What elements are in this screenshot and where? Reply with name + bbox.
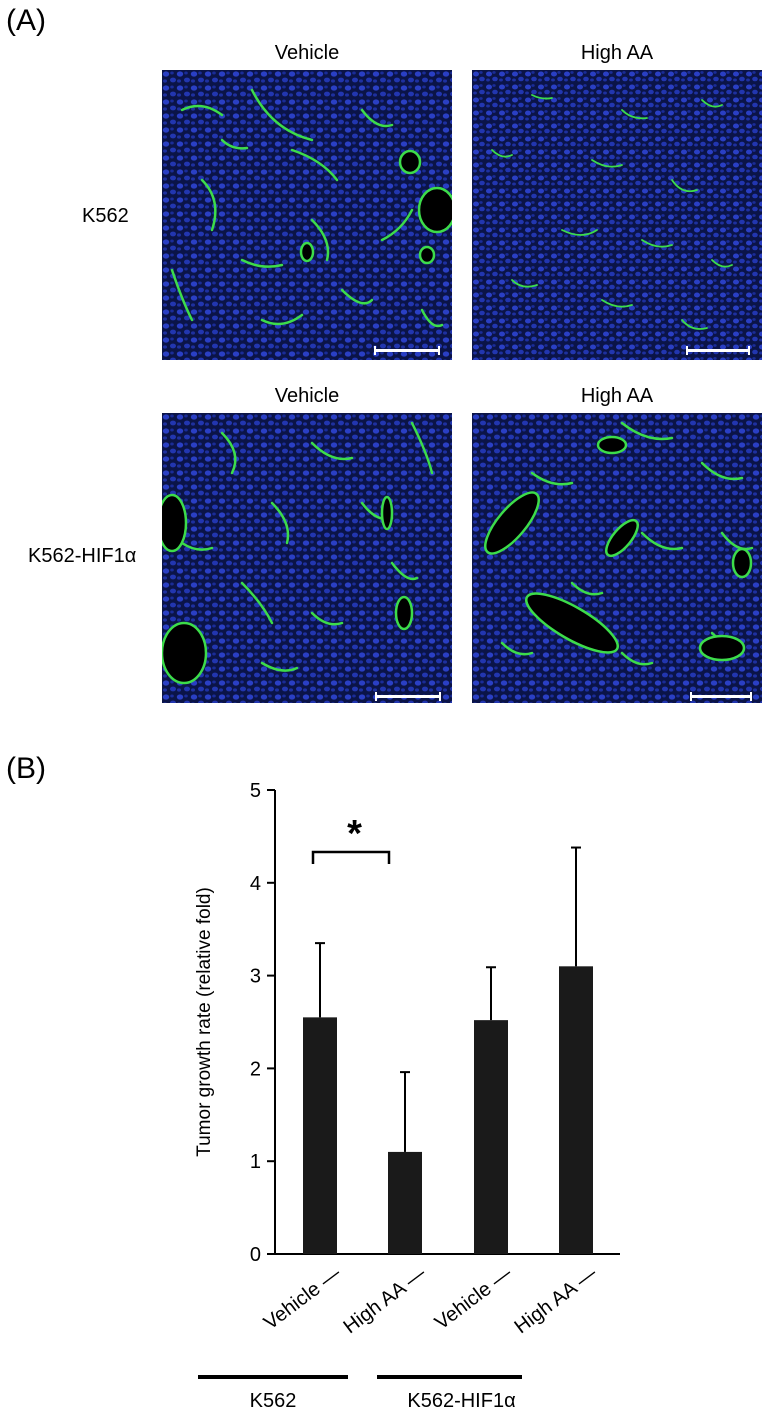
row-label-k562-hif1a: K562-HIF1α [28,545,137,567]
panel-b-label: (B) [6,752,46,785]
bar [474,1020,508,1254]
x-tick-label: High AA — [511,1262,601,1338]
row-label-k562: K562 [82,205,129,227]
x-tick-label: Vehicle — [431,1262,516,1334]
bar [559,966,593,1254]
bar-chart: 0 1 2 3 4 5 Tumor growth rate (relative fold) V… [194,780,620,1412]
group-label: K562 [250,1390,297,1412]
y-tick-label: 2 [250,1058,261,1080]
significance-star: * [347,813,362,855]
panel-a-label: (A) [6,4,46,37]
micrograph-k562-vehicle [162,70,452,360]
column-title-vehicle-bottom: Vehicle [274,385,340,407]
scale-bar [686,346,750,355]
y-tick-label: 4 [250,873,261,895]
column-title-high-aa-bottom: High AA [580,385,654,407]
bar [303,1017,337,1254]
micrograph-k562-high-aa [472,70,762,360]
micrograph-k562-hif1a-high-aa [472,413,762,703]
micrograph-k562-hif1a-vehicle [162,413,452,703]
column-title-high-aa-top: High AA [580,42,654,64]
scale-bar [375,692,441,701]
x-tick-label: High AA — [340,1262,430,1338]
x-tick-label: Vehicle — [260,1262,345,1334]
bar [388,1151,422,1254]
y-tick-label: 0 [250,1244,261,1266]
y-axis-label: Tumor growth rate (relative fold) [194,887,215,1157]
group-label: K562-HIF1α [407,1390,515,1412]
scale-bar [374,346,440,355]
y-tick-label: 1 [250,1151,261,1173]
y-tick-label: 5 [250,780,261,802]
significance-bracket [311,850,391,864]
scale-bar [690,692,752,701]
column-title-vehicle-top: Vehicle [274,42,340,64]
y-tick-label: 3 [250,966,261,988]
